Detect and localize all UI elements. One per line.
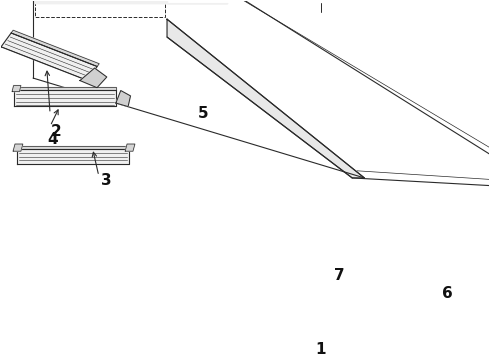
Polygon shape (11, 30, 99, 67)
Polygon shape (14, 87, 116, 90)
Polygon shape (116, 91, 130, 107)
Polygon shape (80, 68, 107, 88)
Polygon shape (125, 144, 135, 151)
Text: 4: 4 (47, 132, 58, 147)
Text: 6: 6 (442, 285, 453, 301)
Bar (35, 3, 165, 17)
Polygon shape (17, 145, 129, 149)
Polygon shape (17, 149, 129, 165)
Polygon shape (13, 144, 23, 151)
Polygon shape (12, 86, 21, 92)
Text: 1: 1 (315, 342, 326, 357)
Polygon shape (1, 33, 97, 80)
Text: 7: 7 (334, 268, 344, 283)
Polygon shape (167, 19, 365, 178)
Text: 2: 2 (50, 124, 61, 139)
Text: 3: 3 (101, 173, 111, 188)
Polygon shape (14, 90, 116, 105)
Text: 5: 5 (198, 106, 209, 121)
